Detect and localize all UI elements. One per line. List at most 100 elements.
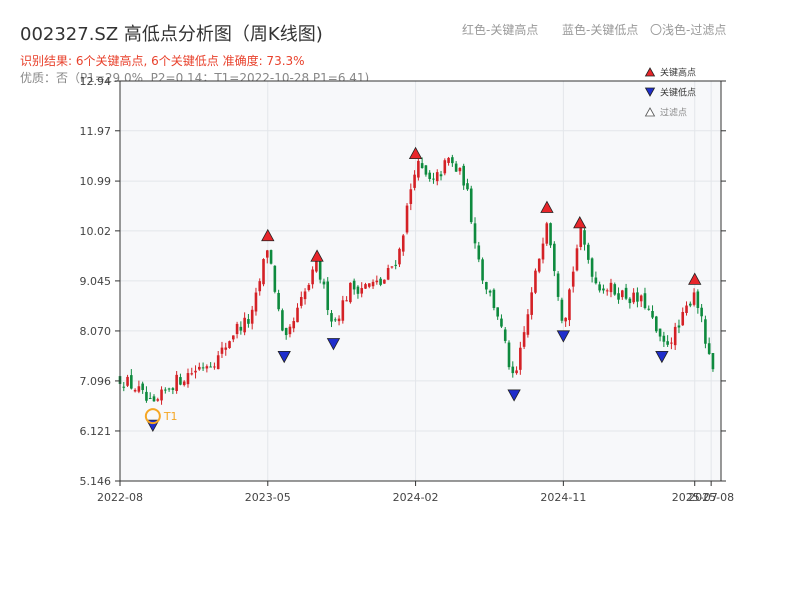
candle-body: [537, 258, 541, 272]
candle-body: [182, 381, 186, 386]
candle-body: [148, 397, 152, 399]
x-tick-label: 2025-07: [672, 491, 718, 504]
candle-body: [409, 189, 413, 204]
candle-body: [201, 367, 205, 369]
candle-body: [405, 205, 409, 233]
candle-body: [655, 316, 658, 332]
candle-body: [556, 273, 560, 297]
candle-body: [284, 327, 288, 336]
legend-light-label: 〇浅色-过滤点: [650, 23, 727, 37]
candle-body: [711, 353, 715, 370]
candle-body: [330, 313, 333, 322]
candle-body: [398, 248, 401, 265]
legend-blue-label: 蓝色-关键低点: [562, 23, 639, 37]
candle-body: [137, 386, 141, 392]
candle-body: [469, 188, 473, 223]
candle-body: [235, 323, 239, 335]
result-summary: 识别结果: 6个关键高点, 6个关键低点 准确度: 73.3%: [20, 54, 305, 68]
candle-body: [500, 318, 503, 327]
candle-body: [579, 228, 583, 247]
candle-body: [511, 366, 515, 374]
candle-body: [477, 245, 481, 260]
candle-body: [590, 258, 594, 277]
candle-body: [636, 292, 639, 302]
candle-body: [198, 366, 201, 370]
candle-body: [379, 278, 382, 285]
candle-body: [333, 319, 337, 321]
candle-body: [677, 325, 681, 328]
x-tick-label: 2022-08: [97, 491, 143, 504]
candle-body: [594, 277, 598, 284]
candle-body: [688, 303, 692, 306]
candle-body: [466, 183, 469, 190]
candle-body: [587, 244, 590, 260]
t1-label: T1: [163, 410, 178, 423]
candle-body: [326, 281, 330, 311]
candle-body: [228, 341, 231, 349]
t1-circle: [144, 408, 161, 425]
candle-body: [386, 268, 390, 280]
y-tick-label: 9.045: [80, 275, 112, 288]
candle-body: [647, 308, 651, 310]
candle-body: [164, 389, 167, 391]
candle-body: [602, 288, 605, 291]
candle-body: [707, 343, 711, 354]
legend-label: 过滤点: [660, 107, 687, 119]
candle-body: [439, 174, 443, 177]
candle-body: [598, 284, 601, 291]
key-high-marker: [310, 249, 324, 262]
candle-body: [519, 347, 522, 370]
candle-body: [507, 342, 511, 368]
x-tick-label: 2024-02: [393, 491, 439, 504]
candle-body: [299, 297, 303, 306]
candle-body: [700, 307, 703, 317]
candle-body: [341, 300, 345, 321]
candle-body: [371, 281, 375, 287]
candle-body: [515, 370, 518, 374]
candle-body: [549, 223, 552, 246]
candle-body: [190, 373, 194, 375]
candle-body: [458, 167, 462, 172]
candle-body: [522, 332, 526, 347]
candle-body: [681, 311, 685, 326]
page-title: 002327.SZ 高低点分析图（周K线图): [20, 24, 323, 45]
candle-body: [617, 293, 620, 300]
candle-body: [383, 279, 386, 284]
candle-body: [666, 341, 669, 345]
y-tick-label: 6.121: [80, 425, 112, 438]
candle-body: [122, 386, 126, 388]
candle-body: [530, 292, 533, 315]
y-tick-label: 12.94: [80, 75, 112, 88]
y-tick-label: 10.99: [80, 175, 112, 188]
candle-body: [277, 292, 280, 310]
candle-body: [492, 289, 496, 309]
key-high-marker: [688, 272, 702, 285]
key-low-marker: [507, 389, 521, 402]
legend-marker: [644, 67, 656, 77]
candle-body: [220, 347, 224, 354]
candle-body: [568, 289, 571, 321]
legend-label: 关键低点: [660, 87, 696, 99]
candle-body: [311, 269, 314, 285]
x-tick-label: 2024-11: [540, 491, 586, 504]
candle-body: [213, 366, 216, 368]
candle-body: [315, 261, 318, 272]
key-low-marker: [655, 350, 669, 364]
candle-body: [526, 314, 530, 335]
key-high-marker: [408, 146, 423, 160]
candle-body: [401, 235, 405, 252]
candle-body: [243, 317, 246, 333]
candle-body: [639, 295, 643, 302]
candle-body: [262, 259, 265, 285]
candle-body: [632, 292, 635, 303]
candle-body: [250, 309, 254, 324]
x-tick-label: 2025-08: [688, 491, 734, 504]
candle-body: [175, 374, 178, 391]
candle-body: [673, 326, 677, 346]
candle-body: [375, 280, 379, 283]
candle-body: [160, 389, 163, 401]
candle-body: [126, 376, 129, 386]
legend-marker: [644, 107, 656, 117]
y-tick-label: 5.146: [80, 475, 112, 488]
